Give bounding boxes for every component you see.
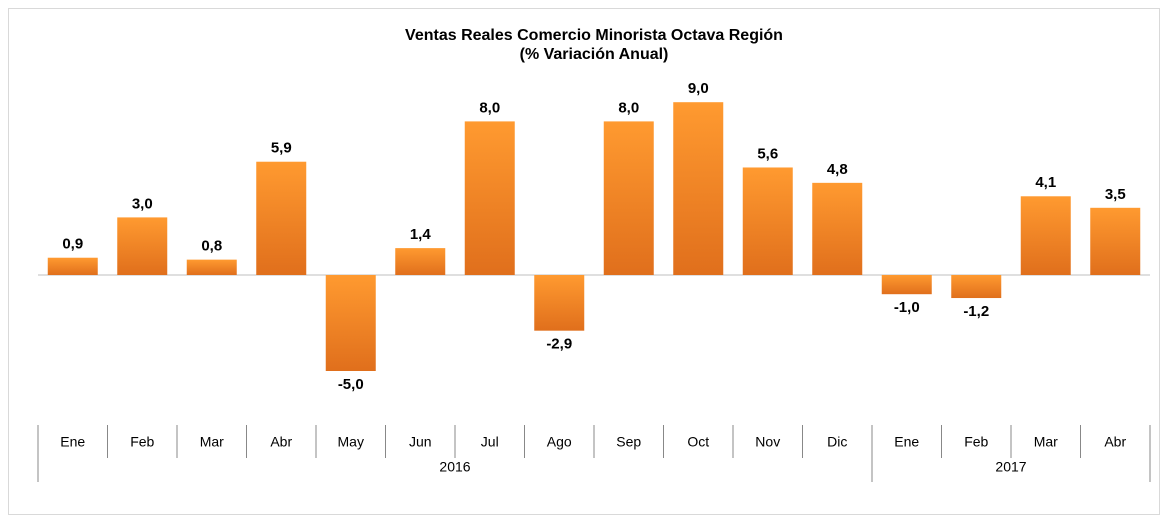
x-tick-label: Jul <box>481 434 499 450</box>
x-tick-label: Dic <box>827 434 847 450</box>
bar <box>395 248 446 275</box>
data-label: 9,0 <box>688 80 709 97</box>
bar <box>1090 207 1141 275</box>
x-tick-label: Feb <box>130 434 154 450</box>
bar <box>881 275 932 295</box>
bar <box>1020 196 1071 275</box>
group-label: 2016 <box>439 459 470 475</box>
bar <box>47 257 98 275</box>
group-label: 2017 <box>995 459 1026 475</box>
data-label: -1,2 <box>963 303 989 320</box>
x-tick-label: Oct <box>687 434 709 450</box>
bar <box>464 121 515 276</box>
data-label: 0,8 <box>201 238 222 255</box>
x-tick-label: Ene <box>894 434 919 450</box>
bar <box>325 275 376 371</box>
chart-title: Ventas Reales Comercio Minorista Octava … <box>405 27 783 44</box>
x-tick-label: Mar <box>200 434 224 450</box>
x-tick-label: Feb <box>964 434 988 450</box>
bar <box>951 275 1002 299</box>
data-label: -5,0 <box>338 376 364 393</box>
bar <box>673 102 724 275</box>
data-label: 3,5 <box>1105 186 1126 203</box>
bar <box>117 217 168 275</box>
x-tick-label: Ene <box>60 434 85 450</box>
bar <box>256 161 307 275</box>
data-label: 5,6 <box>757 145 778 162</box>
data-label: 4,1 <box>1035 174 1056 191</box>
data-label: 0,9 <box>62 236 83 253</box>
x-tick-label: May <box>338 434 364 450</box>
data-label: 4,8 <box>827 161 848 178</box>
x-tick-label: Sep <box>616 434 641 450</box>
x-tick-label: Abr <box>270 434 292 450</box>
x-tick-label: Jun <box>409 434 432 450</box>
bar <box>534 275 585 331</box>
x-tick-label: Ago <box>547 434 572 450</box>
x-tick-label: Abr <box>1104 434 1126 450</box>
chart-subtitle: (% Variación Anual) <box>520 46 669 63</box>
bar <box>742 167 793 275</box>
data-label: 3,0 <box>132 195 153 212</box>
data-label: 8,0 <box>479 99 500 116</box>
chart-frame <box>8 8 1160 515</box>
bar <box>186 259 237 275</box>
data-label: 5,9 <box>271 140 292 157</box>
data-label: 8,0 <box>618 99 639 116</box>
bar <box>603 121 654 276</box>
data-label: -1,0 <box>894 299 920 316</box>
data-label: 1,4 <box>410 226 432 243</box>
data-label: -2,9 <box>546 336 572 353</box>
x-tick-label: Mar <box>1034 434 1058 450</box>
x-tick-label: Nov <box>755 434 780 450</box>
bar <box>812 182 863 275</box>
